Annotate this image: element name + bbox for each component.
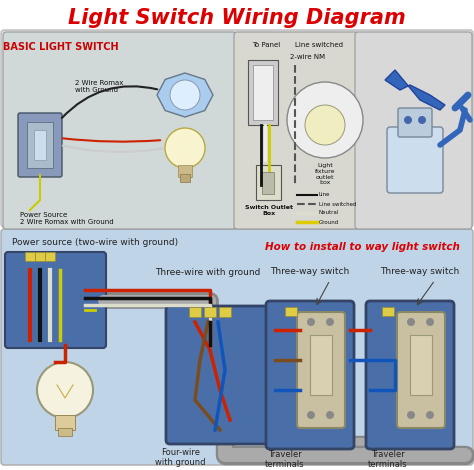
Text: Line switched: Line switched (319, 202, 356, 206)
FancyBboxPatch shape (397, 312, 445, 428)
Circle shape (287, 82, 363, 158)
FancyBboxPatch shape (166, 306, 284, 444)
FancyBboxPatch shape (5, 252, 106, 348)
FancyBboxPatch shape (1, 229, 473, 465)
Circle shape (326, 318, 334, 326)
Text: Three-way switch: Three-way switch (380, 267, 459, 276)
Text: Traveler
terminals: Traveler terminals (265, 450, 305, 470)
Bar (248, 60, 278, 125)
FancyBboxPatch shape (297, 312, 345, 428)
Bar (180, 174, 190, 182)
Circle shape (307, 318, 315, 326)
Text: 2 Wire Romax
with Ground: 2 Wire Romax with Ground (75, 80, 123, 93)
Bar (58, 428, 72, 436)
Text: Line: Line (319, 193, 330, 197)
Circle shape (404, 116, 412, 124)
Text: Traveler
terminals: Traveler terminals (368, 450, 408, 470)
Text: Light
fixture
outlet
box: Light fixture outlet box (315, 163, 335, 185)
FancyBboxPatch shape (387, 127, 443, 193)
Text: Power Source
2 Wire Romax with Ground: Power Source 2 Wire Romax with Ground (20, 212, 114, 225)
Circle shape (326, 411, 334, 419)
Text: How to install to way light switch: How to install to way light switch (265, 242, 460, 252)
Circle shape (407, 318, 415, 326)
Circle shape (426, 318, 434, 326)
Text: Line switched: Line switched (295, 42, 343, 48)
Circle shape (307, 411, 315, 419)
Circle shape (37, 362, 93, 418)
Bar (382, 307, 394, 316)
Bar (189, 307, 201, 317)
FancyBboxPatch shape (3, 32, 236, 229)
Bar (285, 307, 297, 316)
Bar (410, 335, 432, 395)
Bar (204, 307, 216, 317)
Text: Switch Outlet
Box: Switch Outlet Box (245, 205, 293, 216)
Circle shape (426, 411, 434, 419)
Circle shape (407, 411, 415, 419)
Text: Light Switch Wiring Diagram: Light Switch Wiring Diagram (68, 8, 406, 28)
FancyBboxPatch shape (366, 301, 454, 449)
FancyBboxPatch shape (18, 113, 62, 177)
Bar (253, 65, 273, 120)
Bar (178, 165, 192, 177)
Bar (55, 415, 75, 430)
Text: Four-wire
with ground: Four-wire with ground (155, 448, 206, 467)
Bar (310, 335, 332, 395)
Bar (219, 307, 231, 317)
FancyBboxPatch shape (266, 301, 354, 449)
FancyBboxPatch shape (355, 32, 472, 229)
Circle shape (170, 80, 200, 110)
Text: Three-wire with ground: Three-wire with ground (155, 268, 260, 277)
Bar (256, 165, 281, 200)
Text: Three-way switch: Three-way switch (270, 267, 349, 276)
Polygon shape (385, 70, 445, 110)
Bar (25, 252, 35, 261)
Circle shape (418, 116, 426, 124)
FancyBboxPatch shape (398, 108, 432, 137)
Bar (27, 122, 53, 168)
Bar (45, 252, 55, 261)
Bar (35, 252, 45, 261)
Text: 2-wire NM: 2-wire NM (290, 54, 325, 60)
Circle shape (165, 128, 205, 168)
Polygon shape (157, 73, 213, 117)
Text: Power source (two-wire with ground): Power source (two-wire with ground) (12, 238, 178, 247)
Text: To Panel: To Panel (252, 42, 280, 48)
Text: Neutral: Neutral (319, 211, 339, 216)
Text: BASIC LIGHT SWITCH: BASIC LIGHT SWITCH (3, 42, 119, 52)
Circle shape (305, 105, 345, 145)
Bar (262, 172, 274, 194)
FancyBboxPatch shape (234, 32, 358, 229)
FancyBboxPatch shape (1, 30, 473, 227)
Bar (34, 130, 46, 160)
Text: Ground: Ground (319, 219, 339, 225)
